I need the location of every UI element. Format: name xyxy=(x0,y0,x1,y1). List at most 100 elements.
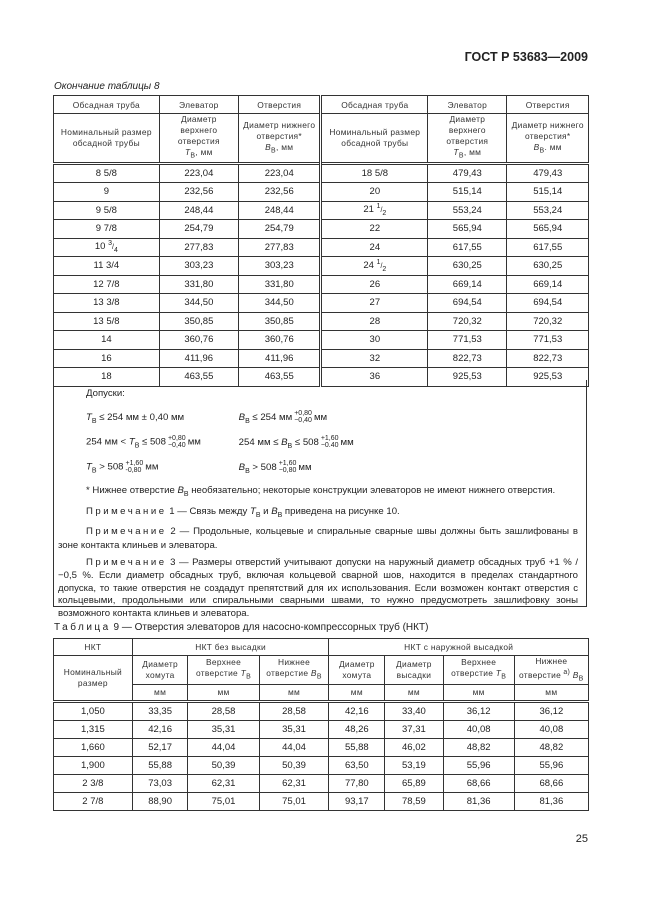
table-cell: 55,96 xyxy=(513,756,590,776)
table-cell: 303,23 xyxy=(237,256,322,276)
table-cell: 771,53 xyxy=(427,330,508,350)
size-value: 13 5/8 xyxy=(93,315,120,327)
table-cell: 10 3/4 xyxy=(53,237,160,258)
formula-part: 254 мм ≤ xyxy=(238,436,282,448)
column-group-header: НКТ с наружной высадкой xyxy=(328,638,589,656)
table-cell: 360,76 xyxy=(158,330,239,350)
table-cell: 53,19 xyxy=(384,756,444,776)
size-value: 21 xyxy=(363,204,374,216)
table-cell: 9 xyxy=(53,182,160,202)
table-cell: 720,32 xyxy=(427,311,508,332)
symbol: T xyxy=(86,411,92,423)
table-cell: 331,80 xyxy=(237,274,322,295)
symbol: B xyxy=(271,506,278,517)
formula-part: +1,60 xyxy=(320,435,339,442)
table-row: 8 5/8 223,04 223,04 18 5/8 479,43 479,43 xyxy=(53,161,589,184)
table-cell: 1,050 xyxy=(53,700,133,722)
fraction-slash: / xyxy=(111,244,114,252)
symbol-index: В xyxy=(246,674,252,682)
table-cell: 37,31 xyxy=(384,720,444,740)
formula-part: ≤ 508 xyxy=(292,436,319,448)
table-cell: 694,54 xyxy=(506,293,589,313)
subheader-row: Номинальный размер Диаметр хомута Верхнее … xyxy=(53,654,590,703)
table-row: 12 7/8 331,80 331,80 26 669,14 669,14 xyxy=(53,274,589,295)
table-cell: 33,40 xyxy=(384,700,444,722)
size-value: 9 7/8 xyxy=(95,223,117,235)
header-row: НКТ НКТ без высадки НКТ с наружной высадко… xyxy=(53,638,589,656)
column-header: Номинальный размер обсадной трубы xyxy=(319,113,429,164)
header-row: Обсадная труба Элеватор Отверстия Обсадная … xyxy=(53,95,589,114)
table-row: 9 232,56 232,56 20 515,14 515,14 xyxy=(53,182,589,202)
unit: , мм xyxy=(195,147,213,157)
formula-part: и xyxy=(260,506,272,517)
formula-part: -0,80 xyxy=(125,467,142,474)
table-cell: 565,94 xyxy=(427,219,508,239)
table-cell: 720,32 xyxy=(506,311,589,332)
header-text: Диаметр хомута xyxy=(338,659,375,681)
table-cell: 63,50 xyxy=(328,756,386,776)
column-group-header: НКТ xyxy=(53,638,133,656)
table-cell: 9 5/8 xyxy=(53,200,160,221)
table-cell: 463,55 xyxy=(158,367,239,387)
table-cell: 360,76 xyxy=(237,330,322,350)
standard-number: ГОСТ Р 53683—2009 xyxy=(464,50,588,64)
tolerances-title: Допуски: xyxy=(86,388,125,399)
unit-row: мм мм мм мм мм мм мм xyxy=(54,684,590,703)
table-cell: 350,85 xyxy=(158,311,239,332)
table-cell: 48,82 xyxy=(513,738,590,758)
size-value: 27 xyxy=(369,297,381,309)
table-cell: 232,56 xyxy=(158,182,239,202)
unit-cell: мм xyxy=(328,684,386,703)
size-value: 24 xyxy=(363,260,374,272)
table-row: 1,900 55,88 50,39 50,39 63,50 53,19 55,96 55,96 xyxy=(53,756,590,776)
column-header: Номинальный размер xyxy=(53,654,133,703)
unit-cell: мм xyxy=(513,684,590,703)
unit-cell: мм xyxy=(131,684,189,703)
table-cell: 13 5/8 xyxy=(53,311,160,332)
size-value: 18 xyxy=(101,371,112,383)
formula-part: ≤ 254 мм xyxy=(249,411,293,423)
note-2: Примечание 2 — Продольные, кольцевые и с… xyxy=(54,525,578,552)
formula-part: +0,80 −0,40 xyxy=(168,435,186,449)
table-cell: 11 3/4 xyxy=(53,256,160,276)
table-cell: 40,08 xyxy=(513,720,590,740)
table-cell: 277,83 xyxy=(237,237,322,258)
table-cell: 33,35 xyxy=(131,700,189,722)
table-cell: 26 xyxy=(319,274,429,295)
note-1: Примечание 1 — Связь между TВ и BВ приве… xyxy=(54,505,578,522)
table-row: 1,315 42,16 35,31 35,31 48,26 37,31 40,08 40,08 xyxy=(53,720,590,740)
table-cell: 50,39 xyxy=(187,756,260,776)
symbol-index: В xyxy=(287,442,293,450)
formula-part: +1,60 -0,80 xyxy=(126,460,144,474)
table-cell: 55,96 xyxy=(442,756,515,776)
table-cell: 515,14 xyxy=(427,182,508,202)
table-cell: 77,80 xyxy=(328,774,386,794)
column-header: Нижнее отверстие BВ xyxy=(258,654,330,686)
table-cell: 62,31 xyxy=(187,774,260,794)
symbol: T xyxy=(240,668,247,679)
table-cell: 630,25 xyxy=(427,256,508,276)
table-cell: 28,58 xyxy=(258,700,330,722)
formula-part: −0,80 xyxy=(278,467,297,474)
table-cell: 21 1/2 xyxy=(319,200,429,221)
tolerance-row-2: 254 мм < TВ ≤ 508 +0,80 −0,40 мм 254 мм ≤ B… xyxy=(54,435,578,453)
table-cell: 232,56 xyxy=(237,182,322,202)
symbol: B xyxy=(177,485,184,496)
formula-part: 1 — Связь между xyxy=(166,506,250,517)
fraction-denominator: 2 xyxy=(382,210,387,218)
size-value: 13 3/8 xyxy=(93,297,120,309)
table-cell: 35,31 xyxy=(187,720,260,740)
table-cell: 36,12 xyxy=(442,700,515,722)
formula-part: +1,60 −0,80 xyxy=(279,460,297,474)
table-cell: 344,50 xyxy=(158,293,239,313)
table-cell: 344,50 xyxy=(237,293,322,313)
tolerance-row-1: TВ ≤ 254 мм ± 0,40 мм BВ ≤ 254 мм +0,80 −0… xyxy=(54,410,578,428)
column-header: Верхнее отверстие TВ xyxy=(187,654,260,686)
formula-part: мм xyxy=(298,461,312,473)
table-cell: 30 xyxy=(319,330,429,350)
table-cell: 28 xyxy=(319,311,429,332)
table-cell: 463,55 xyxy=(237,367,322,387)
table-row: 10 3/4 277,83 277,83 24 617,55 617,55 xyxy=(53,237,589,258)
size-value: 28 xyxy=(369,315,381,327)
table-cell: 78,59 xyxy=(384,792,444,812)
